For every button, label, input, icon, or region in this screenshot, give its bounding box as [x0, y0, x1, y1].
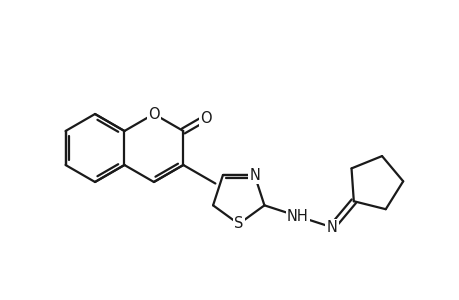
Text: O: O	[148, 106, 159, 122]
Text: O: O	[200, 110, 211, 125]
Text: S: S	[234, 217, 243, 232]
Text: NH: NH	[286, 209, 308, 224]
Text: N: N	[249, 168, 259, 183]
Text: N: N	[326, 220, 336, 235]
